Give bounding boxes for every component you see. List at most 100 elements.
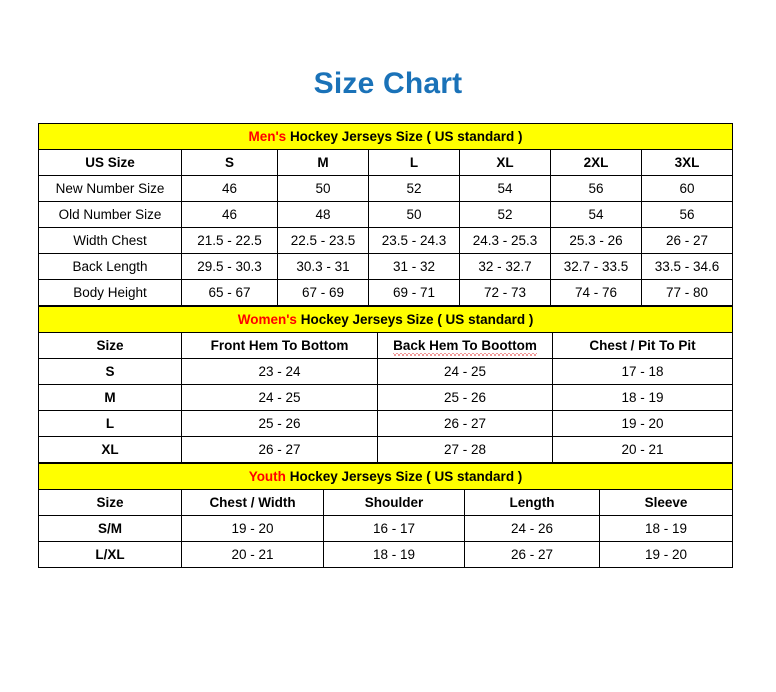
- table-row: S/M 19 - 20 16 - 17 24 - 26 18 - 19: [38, 515, 734, 542]
- mens-cell: 22.5 - 23.5: [277, 227, 369, 254]
- youth-cell: 19 - 20: [598, 541, 734, 568]
- womens-row-label: M: [38, 384, 182, 411]
- womens-header-cell: Front Hem To Bottom: [181, 332, 378, 359]
- mens-cell: 32.7 - 33.5: [550, 253, 642, 280]
- womens-cell: 24 - 25: [181, 384, 378, 411]
- mens-cell: 72 - 73: [459, 279, 551, 306]
- table-row: M 24 - 25 25 - 26 18 - 19: [38, 384, 734, 411]
- table-row: XL 26 - 27 27 - 28 20 - 21: [38, 436, 734, 463]
- youth-size-table: Youth Hockey Jerseys Size ( US standard …: [37, 463, 734, 568]
- mens-cell: 52: [459, 201, 551, 228]
- mens-cell: 50: [368, 201, 460, 228]
- womens-cell: 25 - 26: [181, 410, 378, 437]
- mens-banner-row: Men's Hockey Jerseys Size ( US standard …: [37, 123, 734, 150]
- womens-header-row: Size Front Hem To Bottom Back Hem To Boo…: [38, 332, 734, 359]
- table-row: New Number Size 46 50 52 54 56 60: [38, 175, 734, 202]
- table-row: Body Height 65 - 67 67 - 69 69 - 71 72 -…: [38, 279, 734, 306]
- mens-header-cell: M: [277, 149, 369, 176]
- mens-cell: 32 - 32.7: [459, 253, 551, 280]
- youth-header-cell: Size: [38, 489, 182, 516]
- youth-cell: 18 - 19: [323, 541, 465, 568]
- womens-cell: 25 - 26: [377, 384, 553, 411]
- youth-cell: 18 - 19: [598, 515, 734, 542]
- mens-banner-accent: Men's: [248, 129, 287, 144]
- mens-cell: 31 - 32: [368, 253, 460, 280]
- youth-banner-rest: Hockey Jerseys Size ( US standard ): [289, 469, 523, 484]
- mens-cell: 60: [640, 175, 734, 202]
- womens-header-cell: Size: [38, 332, 182, 359]
- youth-cell: 19 - 20: [181, 515, 324, 542]
- mens-header-row: US Size S M L XL 2XL 3XL: [38, 149, 734, 176]
- womens-row-label: XL: [38, 436, 182, 463]
- size-tables: Men's Hockey Jerseys Size ( US standard …: [37, 123, 734, 568]
- youth-banner-accent: Youth: [248, 469, 286, 484]
- table-row: Width Chest 21.5 - 22.5 22.5 - 23.5 23.5…: [38, 227, 734, 254]
- youth-cell: 24 - 26: [464, 515, 600, 542]
- table-row: L 25 - 26 26 - 27 19 - 20: [38, 410, 734, 437]
- youth-header-cell: Shoulder: [323, 489, 465, 516]
- youth-header-cell: Sleeve: [598, 489, 734, 516]
- womens-banner: Women's Hockey Jerseys Size ( US standar…: [37, 306, 734, 333]
- misspelled-word: Back Hem To Boottom: [393, 338, 537, 356]
- mens-cell: 52: [368, 175, 460, 202]
- mens-cell: 29.5 - 30.3: [181, 253, 278, 280]
- youth-banner: Youth Hockey Jerseys Size ( US standard …: [37, 463, 734, 490]
- womens-cell: 17 - 18: [551, 358, 734, 385]
- womens-cell: 26 - 27: [181, 436, 378, 463]
- womens-cell: 18 - 19: [551, 384, 734, 411]
- mens-cell: 26 - 27: [640, 227, 734, 254]
- womens-banner-rest: Hockey Jerseys Size ( US standard ): [300, 312, 534, 327]
- mens-row-label: Back Length: [38, 253, 182, 280]
- womens-header-cell-misspelled: Back Hem To Boottom: [377, 332, 553, 359]
- mens-row-label: New Number Size: [38, 175, 182, 202]
- womens-cell: 20 - 21: [551, 436, 734, 463]
- womens-size-table: Women's Hockey Jerseys Size ( US standar…: [37, 306, 734, 463]
- table-row: Back Length 29.5 - 30.3 30.3 - 31 31 - 3…: [38, 253, 734, 280]
- mens-cell: 30.3 - 31: [277, 253, 369, 280]
- page-title: Size Chart: [313, 67, 463, 100]
- womens-row-label: S: [38, 358, 182, 385]
- table-row: L/XL 20 - 21 18 - 19 26 - 27 19 - 20: [38, 541, 734, 568]
- mens-cell: 54: [550, 201, 642, 228]
- mens-row-label: Old Number Size: [38, 201, 182, 228]
- youth-cell: 20 - 21: [181, 541, 324, 568]
- mens-cell: 77 - 80: [640, 279, 734, 306]
- mens-header-cell: US Size: [38, 149, 182, 176]
- mens-cell: 74 - 76: [550, 279, 642, 306]
- womens-cell: 26 - 27: [377, 410, 553, 437]
- mens-cell: 46: [181, 175, 278, 202]
- mens-cell: 23.5 - 24.3: [368, 227, 460, 254]
- youth-banner-row: Youth Hockey Jerseys Size ( US standard …: [37, 463, 734, 490]
- womens-banner-row: Women's Hockey Jerseys Size ( US standar…: [37, 306, 734, 333]
- youth-header-cell: Length: [464, 489, 600, 516]
- mens-cell: 48: [277, 201, 369, 228]
- mens-cell: 54: [459, 175, 551, 202]
- mens-header-cell: S: [181, 149, 278, 176]
- womens-header-cell: Chest / Pit To Pit: [551, 332, 734, 359]
- mens-row-label: Width Chest: [38, 227, 182, 254]
- youth-row-label: L/XL: [38, 541, 182, 568]
- mens-cell: 21.5 - 22.5: [181, 227, 278, 254]
- womens-cell: 27 - 28: [377, 436, 553, 463]
- mens-cell: 65 - 67: [181, 279, 278, 306]
- womens-cell: 23 - 24: [181, 358, 378, 385]
- youth-row-label: S/M: [38, 515, 182, 542]
- mens-cell: 50: [277, 175, 369, 202]
- mens-header-cell: 2XL: [550, 149, 642, 176]
- mens-cell: 69 - 71: [368, 279, 460, 306]
- mens-cell: 56: [550, 175, 642, 202]
- mens-banner-rest: Hockey Jerseys Size ( US standard ): [289, 129, 523, 144]
- mens-cell: 46: [181, 201, 278, 228]
- mens-cell: 33.5 - 34.6: [640, 253, 734, 280]
- table-row: Old Number Size 46 48 50 52 54 56: [38, 201, 734, 228]
- youth-header-row: Size Chest / Width Shoulder Length Sleev…: [38, 489, 734, 516]
- youth-cell: 26 - 27: [464, 541, 600, 568]
- mens-header-cell: 3XL: [640, 149, 734, 176]
- mens-cell: 67 - 69: [277, 279, 369, 306]
- womens-cell: 24 - 25: [377, 358, 553, 385]
- mens-row-label: Body Height: [38, 279, 182, 306]
- mens-cell: 56: [640, 201, 734, 228]
- table-row: S 23 - 24 24 - 25 17 - 18: [38, 358, 734, 385]
- womens-row-label: L: [38, 410, 182, 437]
